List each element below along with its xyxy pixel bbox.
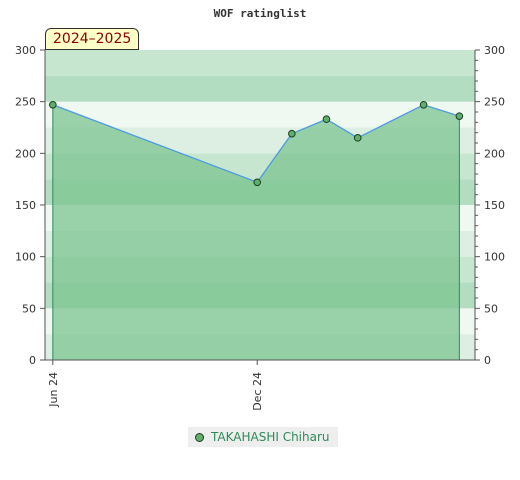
right-tick-label: 200 [484,147,505,160]
series-area-fill [52,104,460,361]
y-tick-label: 150 [15,199,36,212]
season-label: 2024–2025 [45,28,140,50]
y-tick-label: 100 [15,251,36,264]
data-point[interactable] [353,134,362,142]
background-band [45,50,475,76]
data-point[interactable] [288,129,296,138]
x-axis: Jun 24 Dec 24 [45,359,475,411]
y-tick-label: 200 [15,147,36,160]
data-point[interactable] [419,100,428,109]
legend-series-name: TAKAHASHI Chiharu [211,430,330,444]
left-axis: 0 50 100 150 200 250 300 [15,44,46,367]
data-point[interactable] [49,100,57,109]
x-tick-label: Dec 24 [251,372,264,411]
legend[interactable]: TAKAHASHI Chiharu [188,427,338,447]
right-tick-label: 150 [484,199,505,212]
series-markers [49,100,464,187]
data-point[interactable] [322,115,331,124]
x-tick-label: Jun 24 [47,372,60,408]
y-tick-label: 250 [15,96,36,109]
data-point[interactable] [455,112,464,120]
legend-marker-icon [195,432,204,442]
right-tick-label: 50 [484,302,498,315]
right-tick-label: 100 [484,251,505,264]
right-tick-label: 0 [484,354,491,367]
background-band [45,75,475,102]
y-tick-label: 50 [22,302,36,315]
y-tick-label: 0 [29,354,36,367]
data-point[interactable] [253,178,262,187]
right-tick-label: 250 [484,96,505,109]
right-axis: 0 50 100 150 200 250 300 [474,44,505,367]
chart-title: WOF ratinglist [214,7,307,20]
right-tick-label: 300 [484,44,505,57]
y-tick-label: 300 [15,44,36,57]
